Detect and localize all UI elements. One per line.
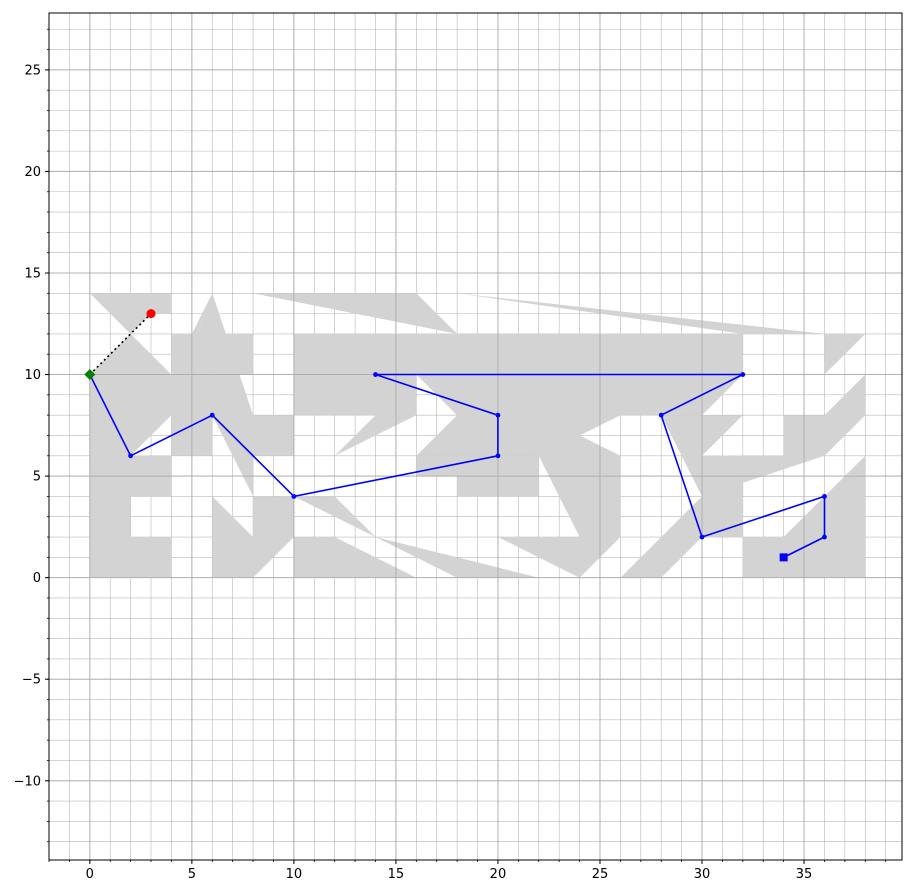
goal-marker (146, 309, 156, 319)
x-axis: 0 5 10 15 20 25 30 35 (48, 860, 887, 882)
obstacle-polygon (702, 374, 866, 497)
y-tick-label: 20 (24, 165, 41, 180)
major-grid (49, 13, 902, 860)
obstacle-polygon (293, 537, 417, 578)
y-tick-label: 15 (24, 266, 41, 281)
path-vertex (822, 494, 827, 499)
y-tick-label: −5 (22, 673, 41, 688)
markers (84, 309, 788, 562)
obstacle-polygon (212, 496, 254, 578)
y-tick-label: 0 (33, 571, 41, 586)
x-tick-label: 35 (796, 867, 813, 882)
start-marker (84, 369, 96, 381)
path-vertex (658, 412, 664, 418)
x-tick-label: 25 (592, 867, 609, 882)
y-tick-label: 10 (24, 368, 41, 383)
path-vertex (128, 453, 134, 459)
obstacle-polygon (457, 293, 866, 375)
x-tick-label: 10 (286, 867, 303, 882)
end-marker (779, 553, 788, 562)
obstacle-polygon (293, 496, 539, 578)
obstacle-polygon (293, 333, 743, 456)
y-tick-label: −10 (14, 774, 41, 789)
obstacle-polygon (457, 415, 621, 578)
y-tick-label: 25 (24, 63, 41, 78)
x-tick-label: 0 (86, 867, 94, 882)
path-vertex (495, 412, 501, 418)
path-vertex (822, 534, 827, 540)
path-vertex (291, 494, 297, 499)
obstacle-polygon (253, 496, 294, 578)
x-tick-label: 15 (388, 867, 405, 882)
x-tick-label: 20 (490, 867, 507, 882)
path-vertex (373, 372, 378, 377)
dotted-connector (89, 313, 152, 376)
x-tick-label: 5 (188, 867, 196, 882)
path-vertex (740, 372, 746, 377)
y-tick-label: 5 (33, 470, 41, 485)
x-tick-label: 30 (694, 867, 711, 882)
path-vertex (699, 534, 705, 540)
axes-frame (48, 12, 903, 861)
path-vertex (495, 453, 501, 459)
path-vertex (209, 412, 215, 418)
y-axis: −10 −5 0 5 10 15 20 25 (14, 28, 49, 843)
